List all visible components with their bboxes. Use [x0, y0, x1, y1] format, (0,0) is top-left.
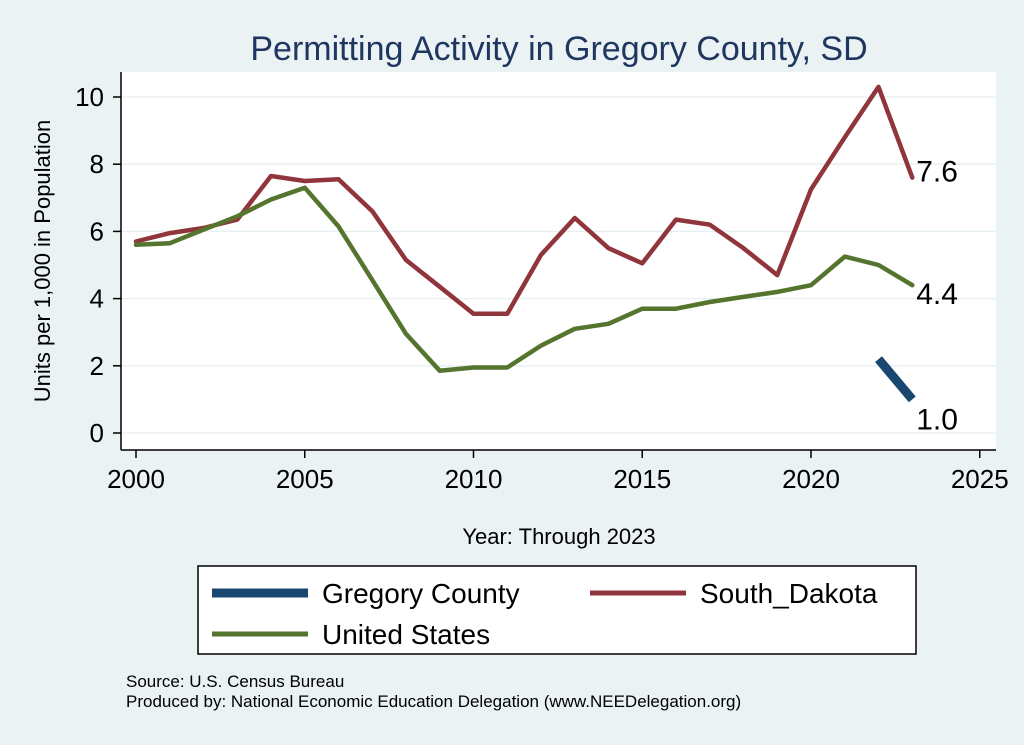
y-tick-label: 4 [90, 284, 104, 314]
series-line-gregory-county [875, 356, 916, 403]
series-line-united-states [133, 185, 915, 374]
end-value-label: 1.0 [916, 403, 958, 436]
y-tick-label: 10 [75, 82, 104, 112]
y-tick-label: 8 [90, 149, 104, 179]
produced-by-line: Produced by: National Economic Education… [126, 692, 742, 711]
x-tick-label: 2005 [276, 464, 334, 494]
x-tick-label: 2020 [782, 464, 840, 494]
grid-lines [121, 96, 996, 434]
series-line-south-dakota [133, 84, 915, 316]
plot-area [121, 72, 996, 450]
series-lines [133, 84, 916, 403]
chart-title: Permitting Activity in Gregory County, S… [250, 30, 867, 68]
y-tick-label: 0 [90, 418, 104, 448]
x-tick-label: 2010 [445, 464, 503, 494]
legend-label: South_Dakota [700, 578, 878, 609]
y-tick-label: 6 [90, 216, 104, 246]
y-axis-label: Units per 1,000 in Population [30, 120, 55, 403]
x-tick-label: 2025 [951, 464, 1009, 494]
legend-box [197, 565, 917, 655]
end-value-label: 7.6 [916, 156, 958, 189]
y-axis-ticks: 0 2 4 6 8 10 [75, 82, 121, 448]
x-axis-ticks: 2000 2005 2010 2015 2020 2025 [107, 450, 1009, 494]
chart: Permitting Activity in Gregory County, S… [30, 30, 1009, 655]
legend-label: Gregory County [322, 578, 520, 609]
axes [120, 72, 996, 451]
y-tick-label: 2 [90, 351, 104, 381]
x-tick-label: 2000 [107, 464, 165, 494]
legend-label: United States [322, 619, 490, 650]
end-labels: 7.6 4.4 1.0 [916, 156, 958, 437]
x-tick-label: 2015 [613, 464, 671, 494]
x-axis-label: Year: Through 2023 [462, 524, 655, 549]
end-value-label: 4.4 [916, 278, 958, 311]
source-note: Source: U.S. Census Bureau Produced by: … [126, 672, 741, 712]
source-line: Source: U.S. Census Bureau [126, 672, 345, 691]
legend: Gregory County South_Dakota United States [212, 578, 878, 650]
